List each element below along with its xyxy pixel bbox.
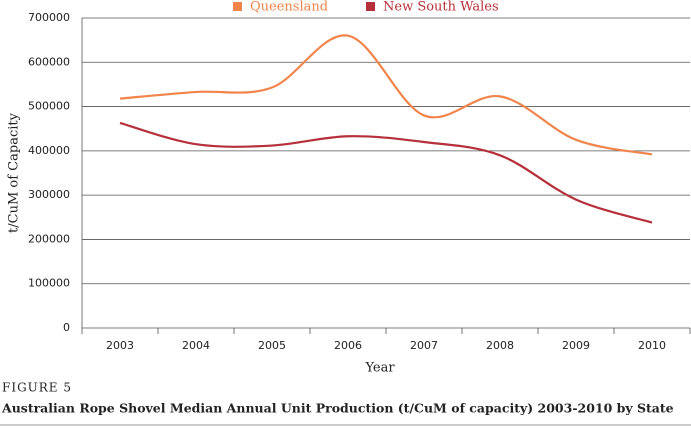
x-axis-label: Year [364, 361, 395, 376]
y-tick-label: 200000 [28, 232, 70, 245]
x-tick-label: 2005 [258, 339, 286, 352]
series-line [119, 34, 653, 156]
legend-label: Queensland [250, 0, 328, 15]
x-tick-label: 2008 [486, 339, 514, 352]
y-axis-label: t/CuM of Capacity [7, 112, 22, 233]
y-tick-label: 600000 [28, 55, 70, 68]
y-tick-label: 0 [63, 321, 70, 334]
figure-label: FIGURE 5 [2, 381, 72, 395]
caption: Australian Rope Shovel Median Annual Uni… [1, 401, 674, 416]
y-tick-label: 700000 [28, 11, 70, 24]
y-tick-label: 100000 [28, 277, 70, 290]
legend-label: New South Wales [383, 0, 499, 15]
series-line [119, 121, 653, 224]
x-tick-label: 2004 [182, 339, 210, 352]
x-tick-label: 2003 [106, 339, 134, 352]
y-tick-label: 400000 [28, 144, 70, 157]
x-tick-label: 2006 [334, 339, 362, 352]
y-tick-label: 300000 [28, 188, 70, 201]
x-tick-label: 2007 [410, 339, 438, 352]
x-tick-label: 2010 [638, 339, 666, 352]
legend-swatch [233, 2, 242, 11]
y-tick-label: 500000 [28, 100, 70, 113]
x-tick-label: 2009 [562, 339, 590, 352]
legend-swatch [366, 2, 375, 11]
